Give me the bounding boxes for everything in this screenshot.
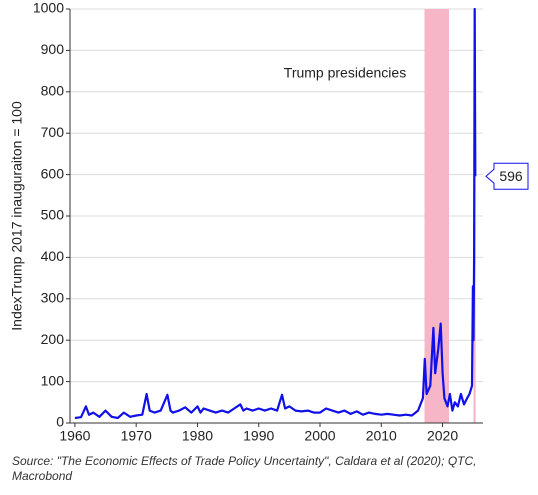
y-tick-label: 500 xyxy=(41,207,65,223)
y-axis-label: IndexTrump 2017 inauguraiton = 100 xyxy=(9,101,25,331)
y-tick-label: 400 xyxy=(41,248,65,264)
y-tick-label: 600 xyxy=(41,165,65,181)
source-note: Macrobond xyxy=(12,469,72,483)
value-label: 596 xyxy=(499,168,523,184)
x-tick-label: 1960 xyxy=(59,428,90,444)
y-tick-label: 800 xyxy=(41,83,65,99)
value-callout xyxy=(485,162,529,190)
y-tick-label: 700 xyxy=(41,124,65,140)
y-tick-label: 200 xyxy=(41,331,65,347)
y-tick-label: 0 xyxy=(56,414,64,430)
x-tick-label: 2020 xyxy=(427,428,458,444)
x-tick-label: 2010 xyxy=(366,428,397,444)
x-tick-label: 1980 xyxy=(182,428,213,444)
shaded-label: Trump presidencies xyxy=(284,65,406,81)
y-tick-label: 300 xyxy=(41,290,65,306)
y-tick-label: 100 xyxy=(41,372,65,388)
source-note: Source: "The Economic Effects of Trade P… xyxy=(12,454,476,468)
y-tick-label: 1000 xyxy=(33,0,64,16)
x-tick-label: 1990 xyxy=(243,428,274,444)
y-tick-label: 900 xyxy=(41,41,65,57)
x-tick-label: 2000 xyxy=(304,428,335,444)
series-line xyxy=(74,7,477,420)
x-tick-label: 1970 xyxy=(121,428,152,444)
